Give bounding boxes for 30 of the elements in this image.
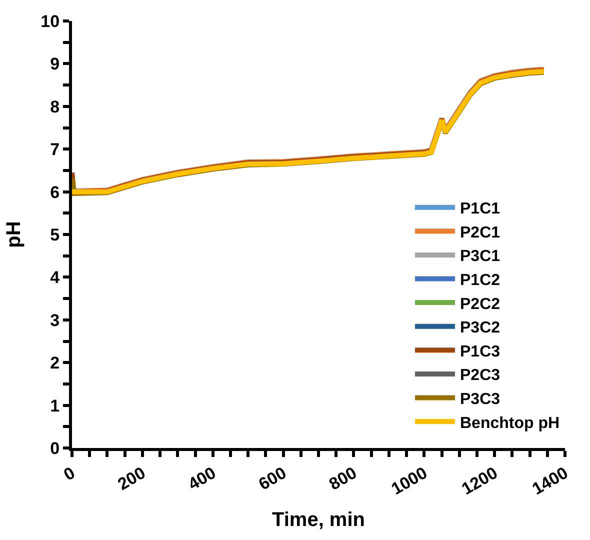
legend-label: P2C2 [460, 296, 500, 313]
x-axis-title: Time, min [272, 509, 365, 532]
y-tick-label: 1 [50, 396, 60, 416]
x-tick-label: 1000 [388, 463, 430, 499]
x-tick-label: 400 [185, 463, 220, 494]
legend-label: P1C3 [460, 343, 500, 360]
legend-label: P3C1 [460, 248, 500, 266]
y-tick-label: 0 [50, 438, 60, 458]
y-tick-label: 2 [50, 354, 60, 373]
y-tick-label: 4 [50, 268, 60, 288]
x-tick-label: 600 [255, 463, 290, 494]
legend-label: P2C3 [460, 367, 500, 384]
y-tick-label: 7 [50, 140, 60, 160]
legend-label: Benchtop pH [460, 414, 560, 432]
y-tick-label: 6 [50, 182, 60, 202]
legend-label: P1C2 [460, 272, 500, 289]
x-tick-label: 1200 [458, 463, 501, 499]
x-tick-label: 1400 [528, 463, 572, 499]
x-tick-label: 800 [326, 463, 360, 494]
y-tick-label: 10 [40, 12, 60, 31]
y-tick-label: 3 [50, 310, 60, 330]
legend-label: P2C1 [460, 224, 500, 242]
x-tick-label: 200 [114, 463, 149, 494]
y-tick-label: 5 [50, 225, 60, 244]
legend-label: P3C3 [460, 391, 500, 408]
legend-label: P1C1 [460, 200, 500, 218]
y-tick-label: 8 [50, 97, 60, 116]
legend-label: P3C2 [460, 320, 500, 337]
y-tick-label: 9 [50, 54, 60, 74]
y-axis-title: pH [3, 221, 26, 248]
